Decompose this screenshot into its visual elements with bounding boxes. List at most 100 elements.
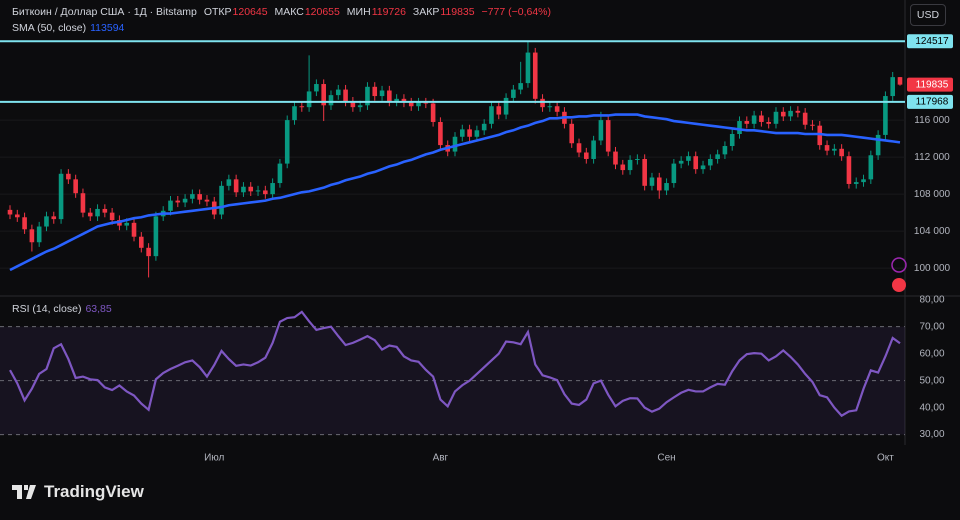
candle-body	[292, 106, 297, 121]
candle-body	[868, 155, 874, 180]
candle-body	[190, 194, 195, 199]
candle-body	[576, 143, 582, 153]
low-value: 119726	[371, 6, 406, 18]
candle-body	[51, 216, 57, 220]
candle-body	[737, 121, 742, 134]
candle-body	[671, 163, 677, 184]
candle-body	[693, 156, 699, 170]
candle-body	[372, 86, 378, 97]
candle-body	[496, 106, 502, 115]
candle-body	[540, 98, 545, 108]
candle-body	[525, 52, 531, 84]
candle-body	[678, 160, 684, 164]
x-tick-label: Окт	[877, 453, 894, 464]
candle-body	[387, 90, 392, 102]
y-tick-label: 40,00	[919, 402, 944, 413]
candle-body	[744, 121, 750, 124]
candle-body	[350, 101, 356, 108]
candle-body	[890, 77, 896, 97]
candle-body	[452, 136, 458, 152]
candle-body	[656, 177, 662, 191]
candle-body	[620, 164, 626, 171]
candle-body	[73, 179, 78, 194]
candle-body	[780, 111, 786, 117]
candle-body	[649, 177, 655, 186]
candle-body	[299, 106, 305, 108]
candle-body	[416, 102, 421, 107]
candle-body	[306, 91, 312, 108]
y-tick-label: 112 000	[914, 152, 950, 163]
candle-body	[321, 84, 326, 106]
candle-body	[642, 158, 647, 186]
candle-body	[832, 148, 837, 151]
y-tick-label: 100 000	[914, 263, 951, 274]
currency-button[interactable]: USD	[910, 4, 946, 26]
sma-line	[9, 113, 901, 272]
rsi-line	[9, 310, 901, 418]
candle-body	[197, 194, 202, 200]
candle-body	[802, 112, 808, 125]
chart: 100 000 104 000 108 000 112 000 116 000 Июл Ав…	[0, 0, 960, 464]
candle-body	[518, 83, 523, 90]
candle-body	[489, 106, 494, 124]
candle-body	[36, 226, 42, 243]
candle-body	[554, 106, 560, 112]
candle-body	[700, 165, 706, 170]
level-box	[907, 94, 953, 109]
high-label: МАКС	[274, 6, 304, 18]
brand: TradingView	[12, 482, 144, 502]
candle-body	[861, 179, 866, 183]
candle-body	[474, 130, 480, 137]
change: −777 (−0,64%)	[481, 6, 551, 18]
candle-body	[335, 89, 341, 96]
candle-body	[810, 124, 815, 126]
candle-body	[241, 186, 246, 193]
candle-body	[430, 103, 436, 122]
candle-body	[481, 123, 487, 131]
candle-body	[401, 98, 407, 103]
alert-icon	[891, 257, 907, 273]
candle-body	[613, 151, 618, 165]
sma-legend: SMA (50, close) 113594	[12, 22, 128, 34]
candle-body	[817, 125, 823, 146]
candle-body	[175, 200, 181, 203]
candle-body	[722, 146, 728, 155]
candle-body	[233, 179, 239, 193]
candle-body	[343, 89, 348, 102]
candle-body	[7, 209, 13, 215]
candle-body	[584, 152, 589, 159]
y-tick-label: 116 000	[914, 115, 950, 126]
candle-body	[80, 193, 86, 213]
event-icon	[892, 278, 906, 292]
candle-body	[102, 208, 108, 213]
candle-body	[204, 199, 210, 202]
high-value: 120655	[304, 6, 340, 18]
y-tick-label: 50,00	[919, 375, 944, 386]
candle-body	[153, 216, 159, 257]
candle-body	[29, 229, 35, 243]
candle-body	[22, 217, 27, 230]
candle-body	[394, 98, 399, 102]
candle-body	[109, 212, 115, 221]
candle-body	[788, 110, 793, 117]
sma-value: 113594	[90, 22, 125, 34]
price-label: 119835	[916, 79, 949, 90]
x-tick-label: Июл	[204, 453, 224, 464]
candle-body	[357, 105, 363, 108]
candle-body	[87, 212, 93, 217]
candle-body	[226, 179, 232, 186]
candle-body	[284, 120, 290, 164]
candle-body	[897, 77, 903, 85]
candle-body	[255, 190, 261, 192]
candle-body	[248, 186, 254, 192]
rsi-value: 63,85	[85, 303, 112, 315]
level-label: 124517	[915, 36, 949, 47]
candle-body	[44, 216, 49, 227]
level-label: 117968	[916, 97, 949, 108]
brand-name: TradingView	[44, 482, 144, 501]
candle-body	[270, 183, 275, 195]
x-tick-label: Авг	[433, 453, 449, 464]
candle-body	[605, 120, 611, 152]
candle-body	[795, 110, 801, 113]
